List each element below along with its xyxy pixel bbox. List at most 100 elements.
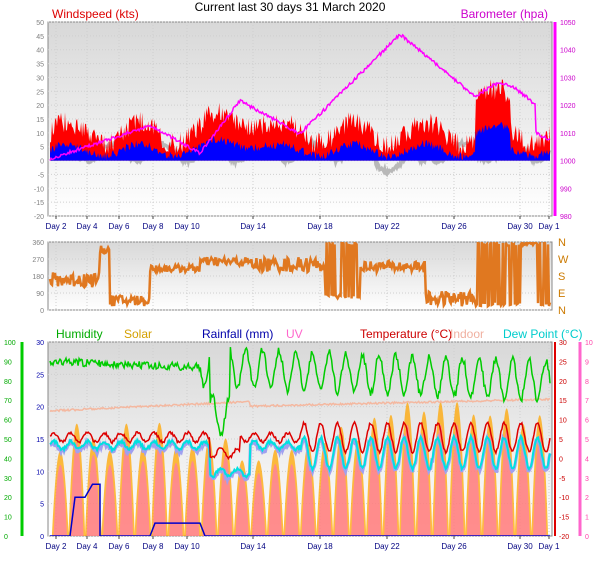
solar-legend: Solar	[124, 327, 152, 341]
x-tick-label: Day 26	[441, 542, 467, 551]
uv-tick-label: 0	[585, 534, 589, 541]
uv-day-peak	[450, 424, 464, 536]
uv-day-peak	[185, 460, 200, 536]
temp-panel-plot	[49, 346, 552, 536]
humidity-tick-label: 40	[4, 456, 12, 463]
temp-tick-label: -15	[559, 515, 569, 522]
uv-day-peak	[119, 442, 134, 536]
uv-tick-label: 4	[585, 456, 589, 463]
uv-day-peak	[235, 472, 249, 536]
uv-tick-label: 2	[585, 495, 589, 502]
wind-tick-label: 40	[36, 48, 44, 55]
x-tick-label: Day 6	[109, 542, 130, 551]
uv-day-peak	[400, 424, 415, 536]
humidity-tick-label: 80	[4, 379, 12, 386]
wind-tick-label: 15	[36, 117, 44, 124]
compass-label: E	[558, 288, 565, 300]
temp-tick-label: -10	[559, 495, 569, 502]
wind-panel-plot	[49, 33, 552, 178]
uv-day-peak	[351, 456, 365, 536]
temp-tick-label: 30	[559, 340, 567, 347]
temp-tick-label: 15	[559, 398, 567, 405]
uv-tick-label: 6	[585, 418, 589, 425]
chart-title: Current last 30 days 31 March 2020	[195, 0, 386, 14]
wind-tick-label: -10	[34, 186, 44, 193]
uv-day-peak	[86, 454, 101, 536]
baro-tick-label: 1050	[560, 20, 576, 27]
uv-day-peak	[268, 464, 282, 536]
direction-tick-label: 0	[40, 308, 44, 315]
baro-tick-label: 1020	[560, 103, 576, 110]
humidity-tick-label: 30	[4, 476, 12, 483]
uv-tick-label: 7	[585, 398, 589, 405]
windspeed-legend: Windspeed (kts)	[52, 7, 139, 21]
compass-label: S	[558, 271, 565, 283]
direction-panel-plot	[48, 242, 552, 310]
x-tick-label: Day 30	[507, 542, 533, 551]
windspeed-avg-area	[50, 122, 550, 161]
uv-tick-label: 5	[585, 437, 589, 444]
x-tick-label: Day 1	[539, 222, 560, 231]
compass-label: N	[558, 305, 566, 317]
humidity-tick-label: 50	[4, 437, 12, 444]
x-tick-label: Day 1	[539, 542, 560, 551]
uv-day-peak	[318, 458, 332, 536]
compass-label: W	[558, 254, 569, 266]
x-tick-label: Day 8	[143, 542, 164, 551]
uv-tick-label: 10	[585, 340, 593, 347]
x-tick-label: Day 6	[109, 222, 130, 231]
dewpoint-line	[49, 432, 551, 479]
dewpoint-legend: Dew Point (°C)	[503, 327, 582, 341]
x-tick-label: Day 2	[46, 222, 67, 231]
uv-day-peak	[103, 464, 117, 536]
uv-day-peak	[251, 472, 266, 536]
x-tick-label: Day 14	[240, 542, 266, 551]
baro-tick-label: 1030	[560, 75, 576, 82]
rainfall-legend: Rainfall (mm)	[202, 327, 273, 341]
wind-tick-label: -5	[38, 172, 44, 179]
temperature-line	[49, 420, 551, 461]
rain-tick-label: 10	[36, 469, 44, 476]
rain-tick-label: 15	[36, 437, 44, 444]
humidity-tick-label: 100	[4, 340, 16, 347]
uv-axis: 0 1 2 3 4 5 6 7 8 9 10	[578, 340, 593, 541]
wind-left-axis: -20 -15 -10 -5 0 5 10 15 20 25 30 35 40 45 50	[34, 20, 44, 221]
direction-left-axis: 0 90 180 270 360	[32, 240, 44, 315]
humidity-tick-label: 20	[4, 495, 12, 502]
wind-tick-label: 30	[36, 75, 44, 82]
temperature-axis: -20 -15 -10 -5 0 5 10 15 20 25 30	[554, 340, 569, 541]
humidity-line	[49, 346, 551, 438]
barometer-line	[49, 33, 551, 161]
uv-day-peak	[136, 461, 150, 536]
humidity-tick-label: 10	[4, 515, 12, 522]
uv-tick-label: 9	[585, 359, 589, 366]
wind-tick-label: 35	[36, 62, 44, 69]
rain-tick-label: 5	[40, 502, 44, 509]
x-tick-label: Day 2	[46, 542, 67, 551]
direction-tick-label: 90	[36, 291, 44, 298]
uv-day-peak	[169, 462, 183, 536]
uv-day-peak	[152, 441, 167, 536]
baro-tick-label: 980	[560, 214, 572, 221]
indoor-temp-line	[49, 397, 551, 413]
indoor-legend: Indoor	[450, 327, 484, 341]
x-tick-label: Day 8	[143, 222, 164, 231]
wind-tick-label: 25	[36, 89, 44, 96]
temp-x-axis: Day 2 Day 4 Day 6 Day 8 Day 10 Day 14 Day 18 Da…	[46, 536, 560, 551]
uv-tick-label: 8	[585, 379, 589, 386]
x-tick-label: Day 26	[441, 222, 467, 231]
rain-tick-label: 20	[36, 405, 44, 412]
x-tick-label: Day 10	[174, 542, 200, 551]
x-tick-label: Day 18	[307, 542, 333, 551]
x-tick-label: Day 22	[374, 542, 400, 551]
uv-day-peak	[433, 424, 448, 536]
temp-tick-label: 0	[559, 456, 563, 463]
temperature-legend: Temperature (°C)	[360, 327, 452, 341]
wind-direction-line	[48, 242, 552, 310]
temp-tick-label: -5	[559, 476, 565, 483]
humidity-tick-label: 70	[4, 398, 12, 405]
rain-tick-label: 25	[36, 372, 44, 379]
